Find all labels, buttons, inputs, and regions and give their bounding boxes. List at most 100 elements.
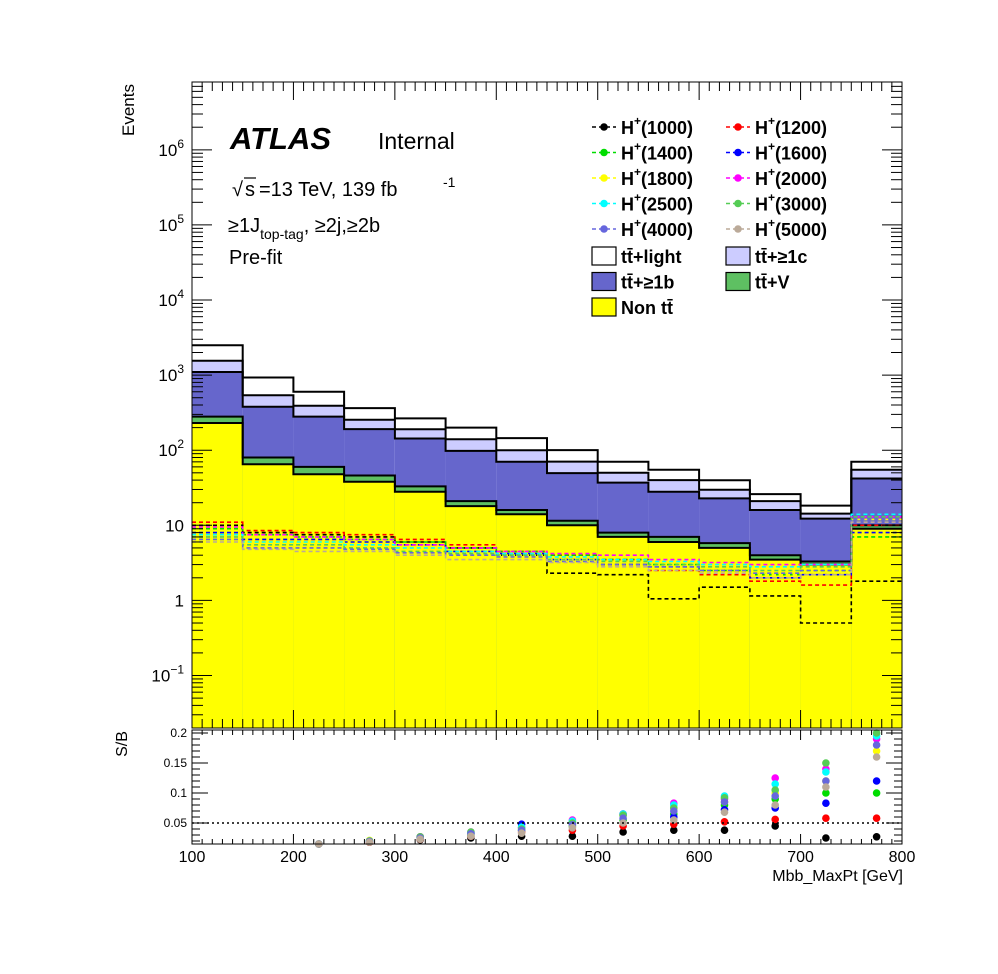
outline-tt-1b (192, 371, 902, 520)
legend-bg-label-4: Non tt̄ (621, 298, 673, 318)
x-tick-label-7: 800 (889, 849, 916, 866)
bar-non-tt--12 (800, 564, 852, 728)
outline-tt-light (192, 344, 902, 507)
legend-label-5: H+(2000) (755, 165, 827, 189)
ratio-point-0-6 (619, 828, 627, 836)
lumi-exponent: -1 (443, 174, 456, 190)
legend-swatch-3 (725, 271, 751, 292)
bar-non-tt--9 (648, 542, 700, 728)
outline-tt-v (192, 415, 902, 563)
legend-marker-1 (734, 123, 742, 131)
legend-swatch-2 (591, 271, 617, 292)
signal-hist-0 (192, 524, 902, 624)
legend-swatch-4 (591, 297, 617, 317)
atlas-label: ATLAS (229, 121, 331, 156)
legend-label-8: H+(4000) (621, 216, 693, 240)
legend-marker-0 (600, 123, 608, 131)
ratio-point-9-7 (670, 816, 678, 824)
x-tick-label-0: 100 (179, 849, 206, 866)
ratio-point-9-8 (720, 808, 729, 816)
y-tick-label-6: 105 (158, 212, 184, 235)
ratio-point-1-9 (771, 815, 779, 824)
legend-marker-7 (734, 199, 742, 208)
ratio-point-8-11 (872, 741, 881, 749)
y-tick-label-0: 10−1 (151, 663, 184, 686)
x-tick-label-2: 300 (382, 849, 409, 866)
legend-label-3: H+(1600) (755, 140, 827, 164)
legend-marker-4 (600, 174, 608, 182)
bar-non-tt--4 (394, 491, 446, 728)
ratio-point-1-11 (872, 814, 881, 822)
ratio-point-9-5 (568, 824, 577, 832)
ratio-point-0-7 (670, 826, 678, 834)
signal-hist-9 (192, 521, 902, 579)
ratio-point-1-8 (720, 818, 729, 826)
legend-label-2: H+(1400) (621, 140, 693, 164)
ratio-point-7-11 (872, 729, 881, 737)
main-plot: 10−1 1 10 102 103 104 105 106 Events ATLAS Inte… (119, 81, 903, 729)
bar-non-tt--2 (293, 474, 345, 728)
ratio-point-5-9 (771, 774, 779, 782)
ratio-point-9-3 (467, 832, 475, 840)
legend-label-6: H+(2500) (621, 191, 693, 215)
ratio-plot: 0.050.10.150.2 100 200 300 400 500 600 700 800 … (114, 726, 915, 885)
ratio-point-0-5 (568, 832, 577, 840)
bar-non-tt--10 (699, 547, 750, 728)
y-tick-label-1: 1 (175, 591, 184, 610)
signal-hist-8 (192, 518, 902, 574)
ratio-point-8-7 (670, 807, 678, 815)
x-tick-label-3: 400 (483, 849, 510, 866)
ratio-point-3-10 (822, 799, 830, 807)
y-tick-label-4: 103 (158, 362, 184, 385)
ratio-point-9-11 (872, 753, 881, 761)
legend-marker-3 (734, 148, 742, 157)
bar-non-tt--11 (749, 559, 801, 728)
legend-label-0: H+(1000) (621, 114, 693, 138)
legend-bg-label-0: tt̄+light (621, 247, 682, 267)
ratio-point-6-10 (822, 768, 830, 776)
legend-marker-8 (600, 225, 608, 233)
ratio-point-0-10 (822, 834, 830, 842)
y-axis-title: Events (119, 84, 138, 136)
x-tick-label-4: 500 (584, 849, 611, 866)
legend-swatch-0 (591, 246, 617, 266)
signal-hist-7 (192, 516, 902, 572)
legend-swatch-1 (725, 246, 751, 266)
legend-label-7: H+(3000) (755, 191, 827, 215)
ratio-point-6-9 (771, 780, 779, 788)
ratio-point-8-9 (771, 792, 779, 800)
x-tick-label-5: 600 (686, 849, 713, 866)
ratio-point-9-10 (822, 783, 830, 791)
ratio-point-2-11 (872, 789, 881, 797)
legend-label-9: H+(5000) (755, 216, 827, 240)
bar-non-tt--6 (496, 514, 547, 728)
sqrt-symbol: √ (232, 179, 243, 201)
y-tick-label-2: 10 (165, 516, 184, 535)
y-tick-label-7: 106 (158, 137, 184, 160)
ratio-point-9-1 (365, 838, 374, 846)
ratio-point-8-10 (822, 777, 830, 785)
outline-tt-1c (192, 359, 902, 515)
legend-bg-label-2: tt̄+≥1b (621, 273, 674, 293)
ratio-point-2-10 (822, 789, 830, 797)
ratio-point-8-8 (720, 798, 729, 806)
ratio-point-9-2 (416, 835, 425, 843)
y-tick-label-5: 104 (158, 287, 184, 310)
x-axis-title: Mbb_MaxPt [GeV] (772, 868, 903, 885)
ratio-point-0-11 (872, 833, 881, 841)
bar-non-tt--8 (597, 536, 649, 728)
ratio-point-9-9 (771, 801, 779, 809)
signal-hist-6 (192, 513, 902, 568)
bar-non-tt--5 (445, 506, 497, 728)
ratio-y-tick-label-2: 0.15 (164, 756, 188, 770)
x-tick-label-1: 200 (280, 849, 307, 866)
bar-non-tt--1 (242, 464, 294, 728)
ratio-y-tick-label-1: 0.1 (170, 786, 187, 800)
ratio-y-tick-label-3: 0.2 (170, 726, 187, 740)
bar-non-tt--3 (344, 481, 395, 728)
legend-label-4: H+(1800) (621, 165, 693, 189)
ratio-y-tick-label-0: 0.05 (164, 816, 188, 830)
region-label: ≥1Jtop-tag, ≥2j,≥2b (228, 215, 380, 242)
ratio-point-1-10 (822, 814, 830, 822)
